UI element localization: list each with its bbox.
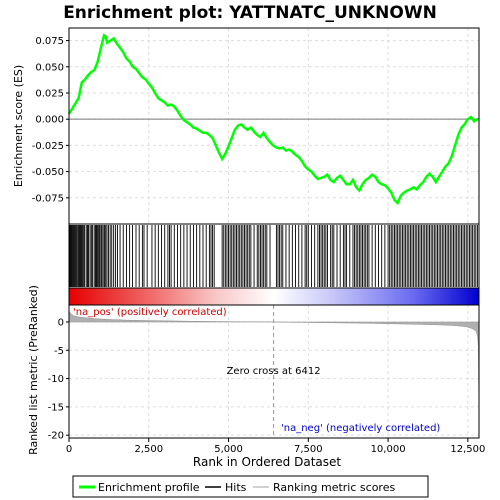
x-tick-label: 0 bbox=[66, 444, 72, 455]
x-tick-label: 2,500 bbox=[134, 444, 163, 455]
es-y-tick-label: -0.025 bbox=[32, 141, 64, 152]
legend-label-hits: Hits bbox=[225, 481, 247, 494]
rank-color-bar bbox=[68, 287, 480, 306]
legend-box bbox=[72, 475, 429, 498]
es-y-tick-label: 0.025 bbox=[35, 88, 64, 99]
x-axis-label: Rank in Ordered Dataset bbox=[193, 455, 341, 469]
legend-label-enrichment: Enrichment profile bbox=[98, 481, 200, 494]
x-tick-label: 5,000 bbox=[214, 444, 243, 455]
es-y-axis-label: Enrichment score (ES) bbox=[12, 65, 25, 187]
x-tick-label: 12,500 bbox=[450, 444, 485, 455]
chart-title: Enrichment plot: YATTNATC_UNKNOWN bbox=[63, 3, 437, 23]
enrichment-profile-line bbox=[67, 33, 479, 206]
es-gridlines bbox=[68, 28, 479, 224]
legend-label-metric: Ranking metric scores bbox=[273, 481, 395, 494]
ranking-metric-area bbox=[68, 309, 480, 433]
metric-y-tick-label: -20 bbox=[48, 431, 64, 442]
metric-panel: 0 -5 -10 -15 -20 Zero cross at 6412 'na_pos'… bbox=[27, 285, 480, 455]
metric-y-tick-label: -10 bbox=[48, 374, 64, 385]
es-y-tick-label: 0.050 bbox=[35, 62, 64, 73]
es-y-ticks: -0.075 -0.050 -0.025 0.000 0.025 0.050 0.075 bbox=[32, 36, 69, 204]
es-panel-frame bbox=[68, 27, 480, 225]
metric-y-axis-label: Ranked list metric (PreRanked) bbox=[27, 285, 40, 455]
hits-panel-frame bbox=[68, 223, 480, 289]
es-y-tick-label: 0.075 bbox=[35, 36, 64, 47]
enrichment-panel: -0.075 -0.050 -0.025 0.000 0.025 0.050 0.075 E… bbox=[12, 27, 480, 225]
metric-y-ticks: 0 -5 -10 -15 -20 bbox=[48, 317, 69, 442]
pos-correlated-label: 'na_pos' (positively correlated) bbox=[73, 307, 227, 318]
x-tick-label: 10,000 bbox=[371, 444, 406, 455]
metric-y-tick-label: -5 bbox=[54, 346, 64, 357]
legend: Enrichment profile Hits Ranking metric s… bbox=[72, 475, 429, 498]
metric-panel-frame bbox=[68, 304, 480, 439]
neg-correlated-label: 'na_neg' (negatively correlated) bbox=[281, 423, 440, 434]
es-y-tick-label: -0.050 bbox=[32, 167, 64, 178]
hits-panel bbox=[68, 223, 480, 289]
zero-cross-label: Zero cross at 6412 bbox=[227, 366, 321, 377]
x-axis-ticks: 0 2,500 5,000 7,500 10,000 12,500 bbox=[66, 438, 485, 455]
es-y-tick-label: -0.075 bbox=[32, 193, 64, 204]
metric-y-tick-label: -15 bbox=[48, 402, 64, 413]
es-y-tick-label: 0.000 bbox=[35, 115, 64, 126]
hit-marks bbox=[69, 225, 478, 287]
metric-y-tick-label: 0 bbox=[58, 317, 64, 328]
x-tick-label: 7,500 bbox=[294, 444, 323, 455]
